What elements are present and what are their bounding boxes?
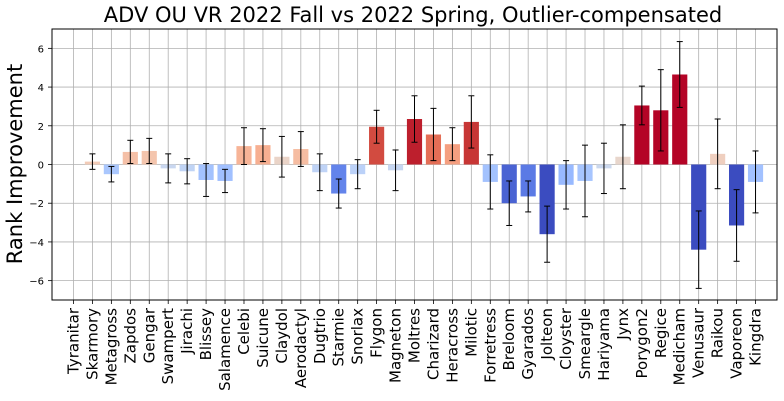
- x-tick-label: Aerodactyl: [292, 308, 310, 388]
- x-tick-label: Forretress: [481, 308, 499, 383]
- x-tick-label: Flygon: [368, 308, 386, 358]
- x-tick-label: Hariyama: [595, 308, 613, 381]
- x-tick-label: Smeargle: [576, 308, 594, 379]
- x-tick-label: Jolteon: [538, 308, 556, 361]
- x-tick-label: Raikou: [709, 308, 727, 358]
- y-tick-label: 0: [38, 161, 44, 172]
- x-tick-label: Claydol: [273, 308, 291, 364]
- x-tick-label: Jynx: [614, 308, 632, 341]
- x-tick-label: Cloyster: [557, 307, 575, 370]
- x-tick-label: Blissey: [197, 308, 215, 360]
- x-tick-label: Vaporeon: [728, 308, 746, 379]
- x-tick-label: Regice: [652, 308, 670, 358]
- y-tick-label: 4: [38, 83, 44, 94]
- error-bars-group: [89, 41, 759, 289]
- y-tick-label: −4: [29, 238, 44, 249]
- bar: [691, 164, 707, 250]
- x-tick-label: Dugtrio: [311, 308, 329, 364]
- x-tick-label: Venusaur: [690, 307, 708, 378]
- bar: [369, 126, 385, 165]
- x-tick-label: Porygon2: [633, 308, 651, 378]
- bar: [539, 164, 555, 235]
- x-tick-label: Suicune: [254, 308, 272, 368]
- x-tick-label: Skarmory: [83, 308, 101, 380]
- x-tick-label: Moltres: [406, 308, 424, 363]
- x-tick-label: Swampert: [159, 308, 177, 385]
- x-tick-label: Salamence: [216, 308, 234, 391]
- x-tick-label: Medicham: [671, 308, 689, 385]
- y-tick-label: −2: [29, 199, 44, 210]
- x-tick-label: Snorlax: [349, 308, 367, 365]
- x-tick-label: Breloom: [500, 308, 518, 371]
- x-tick-label: Celebi: [235, 308, 253, 355]
- bar: [634, 105, 650, 165]
- y-tick-label: 2: [38, 122, 44, 133]
- x-tick-label: Starmie: [330, 308, 348, 367]
- y-axis-label: Rank Improvement: [3, 64, 27, 264]
- x-tick-label: Gengar: [140, 307, 158, 363]
- x-tick-label: Zapdos: [121, 308, 139, 364]
- chart-title: ADV OU VR 2022 Fall vs 2022 Spring, Outl…: [104, 3, 722, 27]
- y-tick-labels: −6 −4 −2 0 2 4 6: [29, 44, 52, 288]
- x-tick-labels: Tyranitar Skarmory Metagross Zapdos Gengar Sw…: [64, 300, 765, 391]
- x-tick-label: Charizard: [424, 308, 442, 380]
- x-tick-label: Magneton: [387, 308, 405, 383]
- x-tick-label: Heracross: [443, 308, 461, 383]
- x-tick-label: Tyranitar: [64, 307, 82, 375]
- x-tick-label: Kingdra: [747, 308, 765, 366]
- y-tick-label: −6: [29, 277, 44, 288]
- x-tick-label: Milotic: [462, 308, 480, 357]
- x-tick-label: Gyarados: [519, 308, 537, 380]
- x-tick-label: Metagross: [102, 308, 120, 386]
- x-tick-label: Jirachi: [178, 308, 196, 355]
- bar: [672, 74, 688, 165]
- y-tick-label: 6: [38, 44, 44, 55]
